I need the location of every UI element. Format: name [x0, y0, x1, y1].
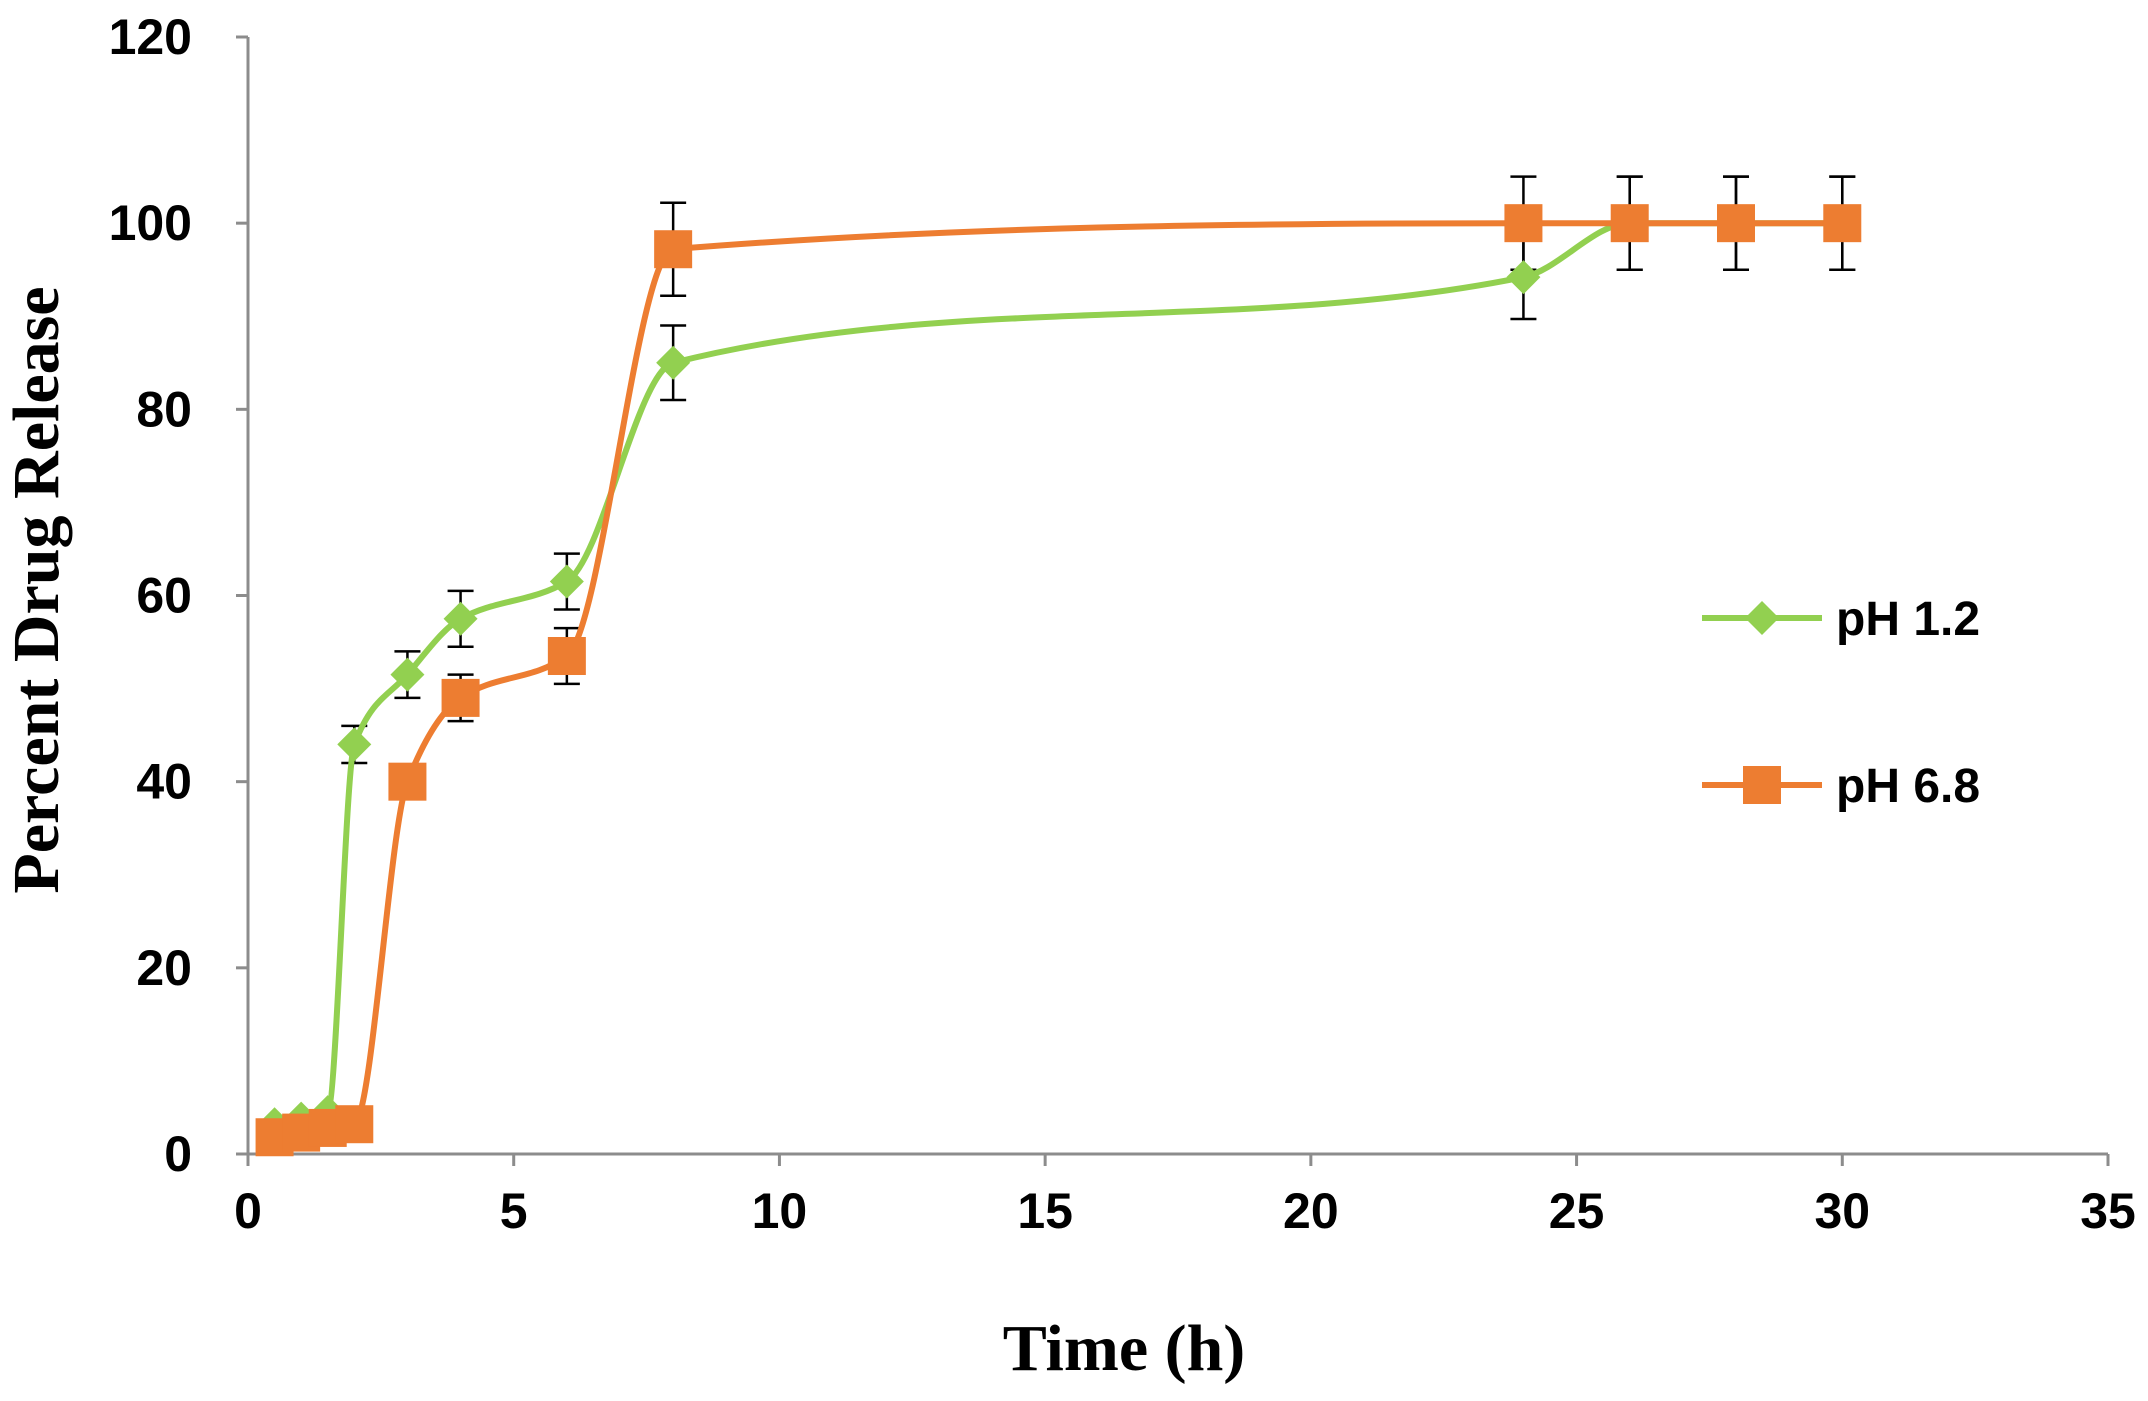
x-tick-label: 10: [752, 1183, 808, 1239]
series-markers: [255, 204, 1862, 1157]
legend: pH 1.2 pH 6.8: [1702, 593, 1980, 813]
legend-marker-ph-1-2: [1745, 601, 1779, 635]
series-line-ph-6-8: [271, 220, 1846, 1141]
x-tick-label: 35: [2080, 1183, 2136, 1239]
data-point-ph-6-8: [1717, 204, 1755, 243]
data-point-ph-1-2: [337, 727, 372, 762]
x-tick-label: 0: [234, 1183, 262, 1239]
data-point-ph-1-2: [443, 601, 478, 636]
x-tick-label: 30: [1814, 1183, 1870, 1239]
series-lines: [271, 220, 1846, 1141]
y-tick-label: 20: [136, 940, 192, 996]
data-point-ph-1-2: [390, 657, 425, 692]
data-point-ph-1-2: [549, 564, 584, 599]
x-tick-label: 15: [1017, 1183, 1073, 1239]
x-tick-label: 20: [1283, 1183, 1339, 1239]
x-tick-label: 5: [500, 1183, 528, 1239]
legend-marker-ph-6-8: [1743, 766, 1781, 804]
y-tick-label: 40: [136, 754, 192, 810]
y-tick-label: 80: [136, 381, 192, 437]
data-point-ph-6-8: [335, 1105, 374, 1144]
y-tick-label: 0: [164, 1126, 192, 1182]
data-point-ph-6-8: [1504, 204, 1543, 243]
y-tick-label: 100: [109, 195, 192, 251]
data-point-ph-6-8: [654, 230, 693, 269]
data-point-ph-1-2: [1506, 260, 1541, 295]
axes: 0 20 40 60 80 100 120 0 5 10 15 20 25 30 35: [109, 9, 2136, 1239]
y-tick-label: 120: [109, 9, 192, 65]
data-point-ph-6-8: [1610, 204, 1649, 243]
data-point-ph-1-2: [656, 345, 691, 380]
data-point-ph-6-8: [388, 762, 427, 801]
series-line-ph-1-2: [271, 220, 1846, 1128]
legend-label-ph-6-8: pH 6.8: [1836, 760, 1980, 813]
y-axis-title: Percent Drug Release: [0, 286, 73, 893]
x-tick-label: 25: [1549, 1183, 1605, 1239]
legend-label-ph-1-2: pH 1.2: [1836, 593, 1980, 646]
error-bars: [341, 175, 1856, 765]
data-point-ph-6-8: [547, 637, 586, 676]
x-axis-title: Time (h): [1003, 1312, 1246, 1385]
data-point-ph-6-8: [441, 678, 480, 717]
data-point-ph-6-8: [1823, 204, 1862, 243]
y-tick-label: 60: [136, 568, 192, 624]
